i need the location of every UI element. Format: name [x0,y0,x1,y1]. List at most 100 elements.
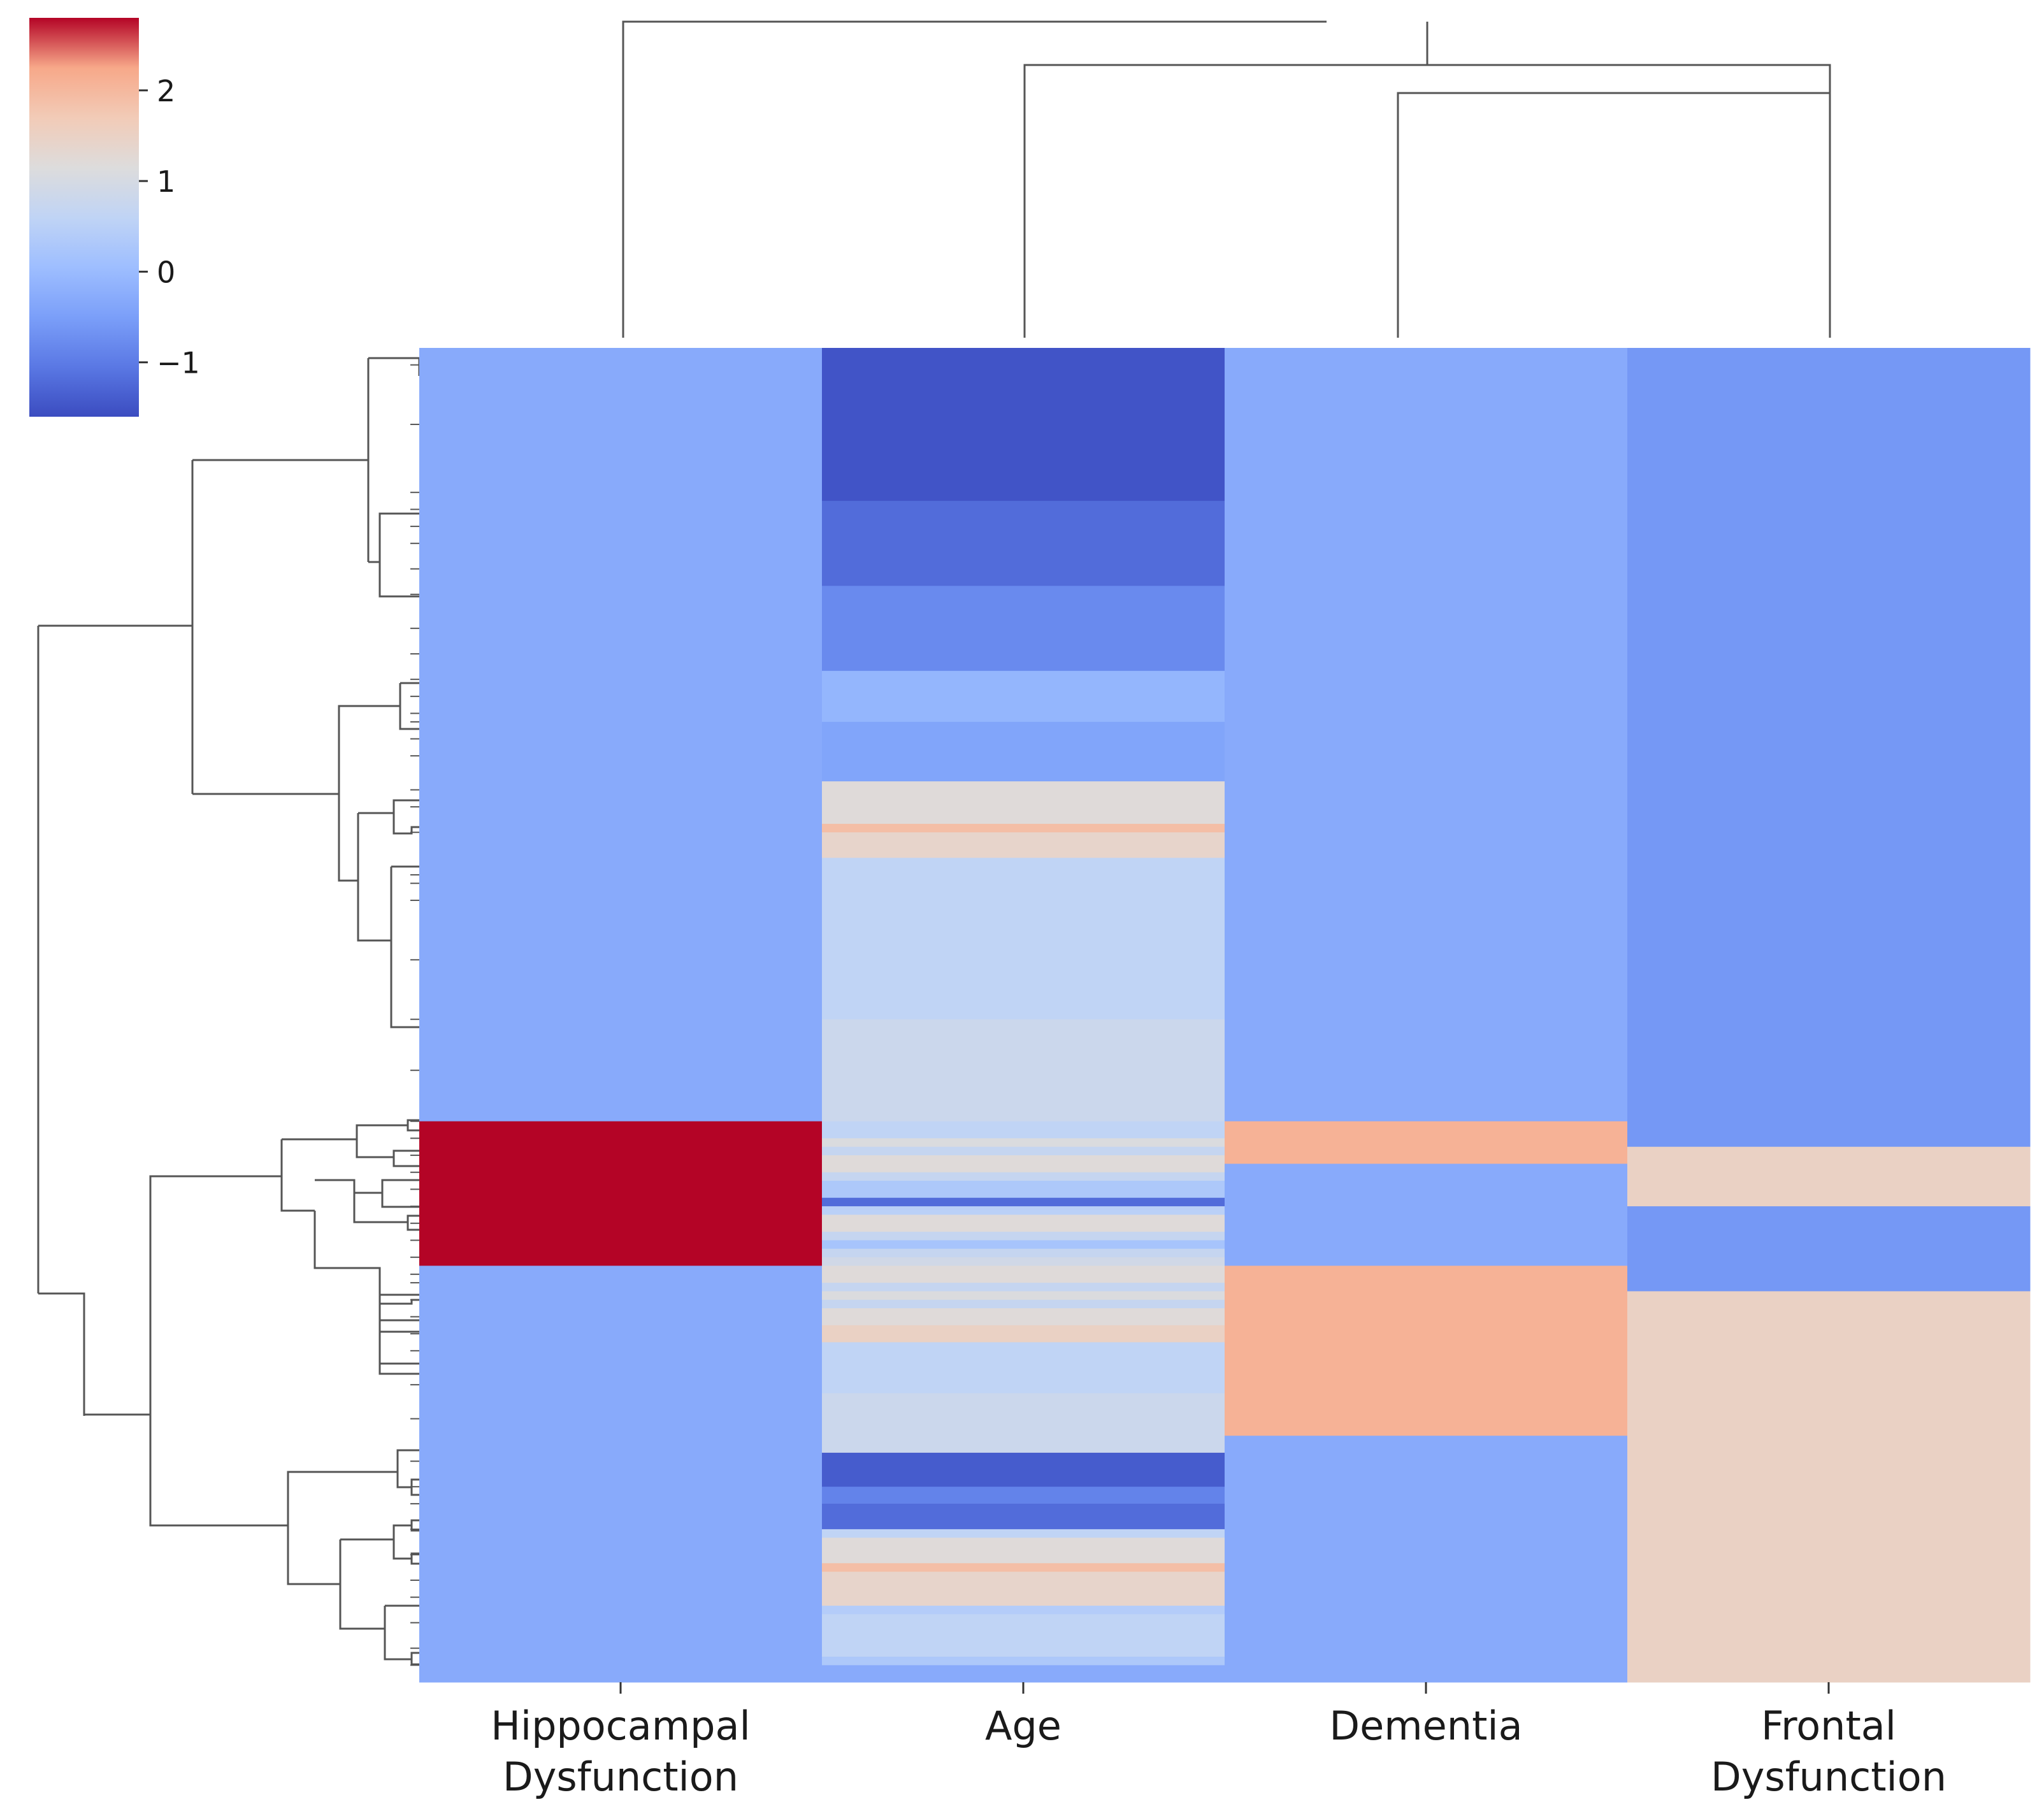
heatmap-cell-band [822,348,1225,501]
column-dendrogram-link [1023,64,1831,338]
heatmap-cell-band [822,1325,1225,1343]
row-dendrogram-link [340,1519,419,1541]
heatmap-cell-band [1225,1436,1628,1683]
row-dendrogram-link [287,1525,340,1585]
heatmap-cell-band [1225,1265,1628,1436]
colorbar-tick-label: 1 [157,164,175,199]
heatmap-cell-band [419,348,823,1122]
heatmap-cell-band [822,586,1225,672]
row-dendrogram-link [313,1211,419,1296]
heatmap-cell-band [822,1538,1225,1564]
heatmap-cell-band [1225,348,1628,1122]
row-dendrogram-link [84,1175,282,1416]
heatmap-cell-band [822,1248,1225,1258]
row-dendrogram-link [392,813,419,835]
heatmap-cell-band [822,1121,1225,1139]
colorbar: 2 1 0 −1 [29,18,200,417]
column-label: Dementia [1329,1703,1522,1749]
heatmap-cell-band [822,1656,1225,1666]
heatmap-cell-band [822,1342,1225,1394]
row-dendrogram-link [368,512,419,563]
heatmap-cell-band [822,1240,1225,1250]
heatmap-cell-band [822,1571,1225,1606]
heatmap-cell-band [822,1181,1225,1199]
row-dendrogram-link [339,1539,385,1630]
heatmap-cell-band [822,1291,1225,1301]
heatmap-cell-band [1627,348,2031,1148]
row-dendrogram-link [410,1659,419,1666]
row-dendrogram-link [407,1222,419,1231]
heatmap-cell-band [822,1138,1225,1148]
row-dendrogram-link [396,1472,419,1488]
heatmap-cell-band [822,781,1225,825]
row-dendrogram-link [358,799,419,814]
heatmap-cell-band [822,1232,1225,1241]
heatmap-cell-band [822,1614,1225,1657]
colorbar-tick-label: 2 [157,74,175,108]
heatmap-cell-band [822,1393,1225,1453]
heatmap-cell-band [822,1563,1225,1573]
column-label: Frontal Dysfunction [1711,1703,1947,1800]
column-label: Age [985,1703,1062,1749]
row-dendrogram-link [384,1606,419,1661]
row-dendrogram-link [338,794,358,882]
row-dendrogram-link [410,1525,419,1532]
heatmap-cell-band [822,1503,1225,1530]
row-dendrogram-link [356,1139,419,1158]
column-dendrogram-link [1397,92,1831,338]
row-dendrogram-link [353,1179,419,1194]
row-dendrogram-link [410,1559,419,1565]
heatmap-cell-band [419,1265,823,1683]
row-dendrogram-link [368,357,421,376]
row-dendrogram-link [192,705,400,795]
column-label-line: Dementia [1329,1703,1522,1749]
heatmap-cell-band [822,823,1225,833]
row-dendrogram-link [390,867,419,1028]
heatmap-cell-band [822,1308,1225,1326]
heatmap-cell-band [822,670,1225,723]
row-dendrogram-link [149,1415,288,1527]
row-dendrogram-link [392,1157,419,1167]
row-dendrogram-link [192,358,370,461]
row-dendrogram-leaf-ticks [410,364,419,1666]
heatmap-cell-band [1627,1206,2031,1292]
colorbar-gradient-bar [29,18,139,417]
colorbar-tick-label: 0 [157,255,175,289]
heatmap-cell-band [822,1146,1225,1156]
row-dendrogram-link [407,1125,419,1132]
row-dendrogram-link [357,813,391,942]
heatmap-cell-band [822,1019,1225,1122]
column-label-line: Frontal [1761,1703,1896,1749]
column-label-line: Hippocampal [491,1703,751,1749]
row-dendrogram-link [38,1292,85,1415]
heatmap-cell-band [822,1214,1225,1232]
heatmap-cell-band [822,1529,1225,1538]
heatmap-cell-band [822,1452,1225,1487]
heatmap-cell-band [822,1665,1225,1683]
heatmap-cell-band [1225,1164,1628,1266]
column-dendrogram [622,20,1831,338]
row-dendrogram [37,357,421,1666]
heatmap-cell-band [822,1265,1225,1283]
column-label-line: Dysfunction [503,1754,738,1800]
row-dendrogram-link [378,1320,419,1365]
heatmap-cell-band [822,1283,1225,1292]
row-dendrogram-link [399,683,419,730]
heatmap-cell-band [822,1487,1225,1504]
row-dendrogram-link [315,1179,419,1223]
column-label-line: Age [985,1703,1062,1749]
row-dendrogram-link [410,1487,419,1496]
heatmap-cell-band [822,1155,1225,1173]
heatmap-cell-band [822,501,1225,586]
heatmap-cell-band [1225,1121,1628,1164]
heatmap-cell-band [822,721,1225,782]
row-dendrogram-link [392,1539,419,1560]
heatmap-cell-band [822,832,1225,858]
column-labels: Hippocampal Dysfunction Age Dementia Frontal… [491,1682,1947,1800]
heatmap-cell-band [419,1121,823,1266]
column-label-line: Dysfunction [1711,1754,1947,1800]
row-dendrogram-link [38,460,194,627]
row-dendrogram-link [378,1364,419,1375]
colorbar-tick-label: −1 [157,346,200,380]
